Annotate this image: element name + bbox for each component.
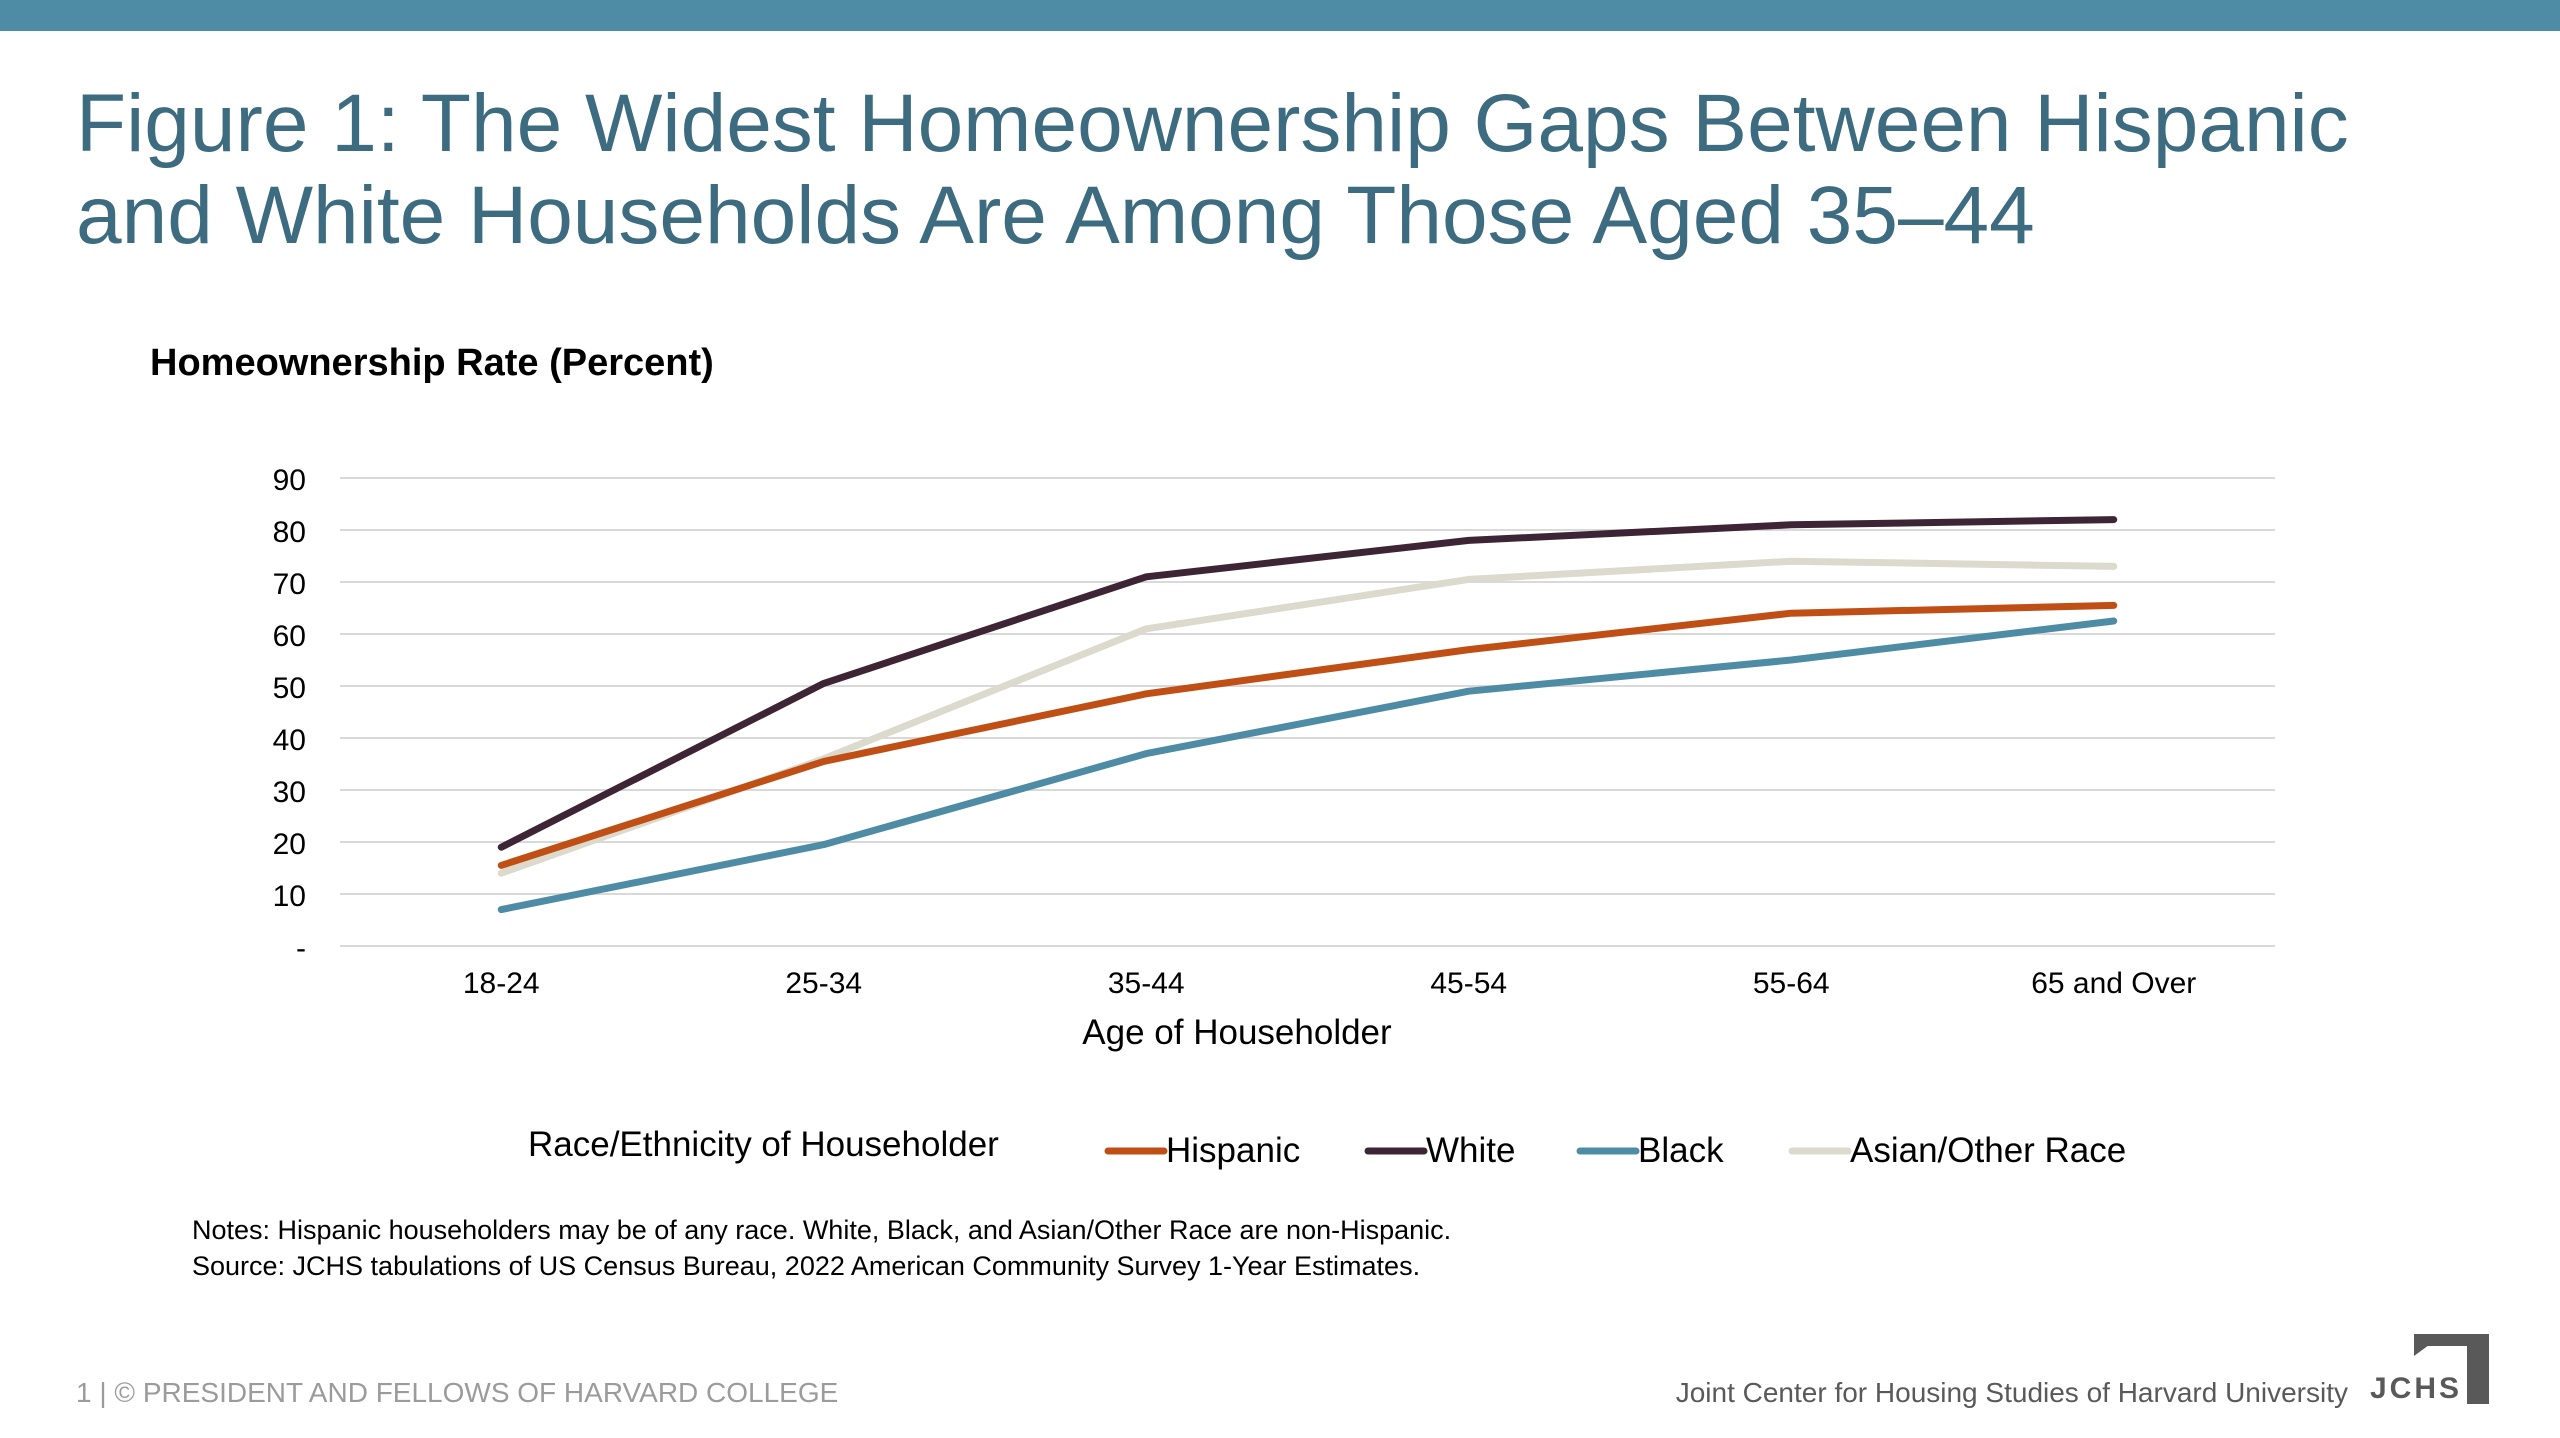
slide-title-line-1: Figure 1: The Widest Homeownership Gaps … (76, 78, 2349, 169)
legend-label-white: White (1426, 1131, 1515, 1170)
footer-org-name: Joint Center for Housing Studies of Harv… (1675, 1377, 2348, 1408)
x-tick-label: 35-44 (1108, 967, 1185, 1000)
logo-house-shape (2414, 1334, 2489, 1404)
series-line-hispanic (497, 601, 2118, 869)
line-chart: Homeownership Rate (Percent) - 10 20 30 40 50… (150, 342, 2275, 1170)
series-line-white (497, 516, 2118, 851)
y-tick-label: 50 (273, 672, 306, 705)
series-lines (497, 516, 2118, 914)
x-axis-ticks: 18-24 25-34 35-44 45-54 55-64 65 and Over (463, 967, 2196, 1000)
y-tick-label: 70 (273, 568, 306, 601)
y-tick-label: - (296, 932, 306, 965)
legend-title: Race/Ethnicity of Householder (528, 1125, 999, 1164)
y-tick-label: 40 (273, 724, 306, 757)
source-text: Source: JCHS tabulations of US Census Bu… (192, 1251, 1421, 1281)
y-tick-label: 30 (273, 776, 306, 809)
y-tick-label: 80 (273, 516, 306, 549)
x-tick-label: 25-34 (785, 967, 862, 1000)
legend-label-hispanic: Hispanic (1166, 1131, 1300, 1170)
top-accent-bar (0, 0, 2560, 31)
legend-label-black: Black (1638, 1131, 1724, 1170)
gridlines (340, 477, 2275, 947)
logo-text: JCHS (2370, 1372, 2462, 1405)
logo-roof (2414, 1334, 2444, 1356)
x-tick-label: 65 and Over (2031, 967, 2196, 1000)
slide-title-line-2: and White Households Are Among Those Age… (76, 170, 2035, 261)
notes-text: Notes: Hispanic householders may be of a… (192, 1215, 1452, 1245)
y-tick-label: 20 (273, 828, 306, 861)
x-tick-label: 18-24 (463, 967, 540, 1000)
y-tick-label: 90 (273, 464, 306, 497)
y-axis-ticks: - 10 20 30 40 50 60 70 80 90 (273, 464, 306, 965)
y-tick-label: 60 (273, 620, 306, 653)
jchs-logo: JCHS (2370, 1334, 2489, 1405)
legend: Hispanic White Black Asian/Other Race (1104, 1131, 2126, 1170)
slide-title: Figure 1: The Widest Homeownership Gaps … (76, 78, 2496, 262)
footer-copyright: 1 | © PRESIDENT AND FELLOWS OF HARVARD C… (76, 1377, 839, 1408)
series-line-black (497, 617, 2118, 914)
x-axis-title: Age of Householder (1082, 1013, 1392, 1052)
chart-notes: Notes: Hispanic householders may be of a… (192, 1212, 1451, 1284)
legend-label-asian-other-race: Asian/Other Race (1850, 1131, 2126, 1170)
y-tick-label: 10 (273, 880, 306, 913)
y-axis-title: Homeownership Rate (Percent) (150, 342, 714, 384)
x-tick-label: 55-64 (1753, 967, 1830, 1000)
x-tick-label: 45-54 (1430, 967, 1507, 1000)
